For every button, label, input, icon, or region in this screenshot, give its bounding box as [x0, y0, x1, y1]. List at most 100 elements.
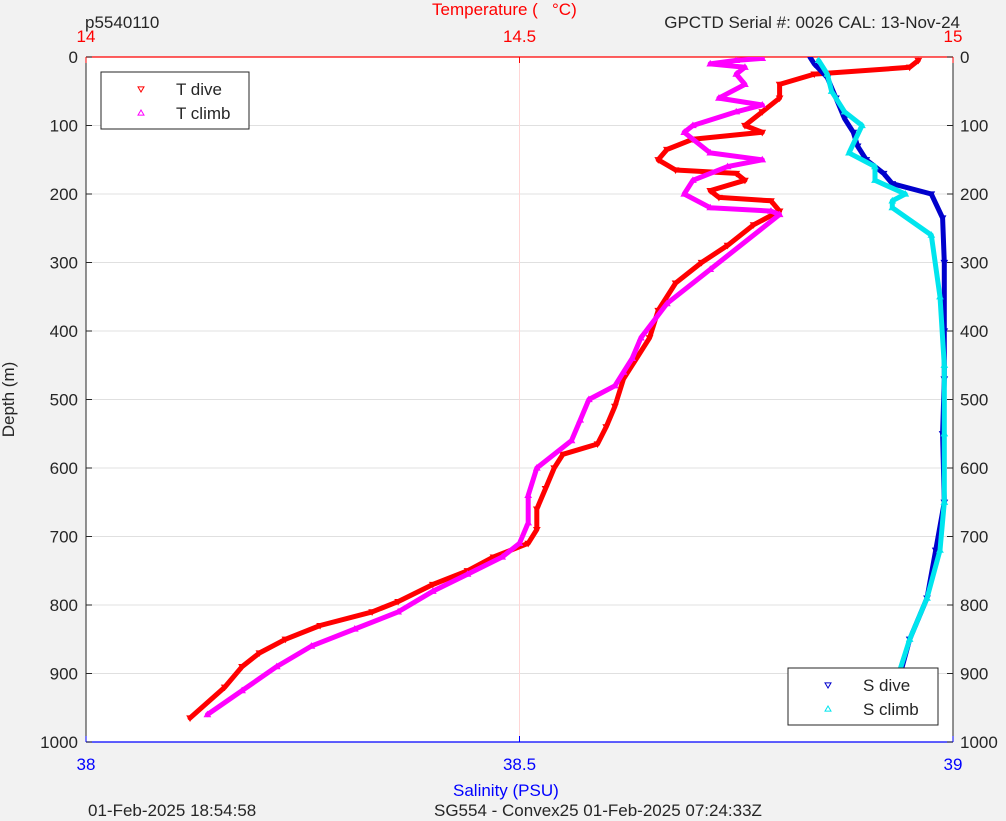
data-point-t-climb	[203, 710, 212, 718]
data-point-t-climb	[524, 518, 533, 526]
data-point-s-dive	[888, 181, 897, 188]
depth-tick-label: 700	[960, 528, 988, 547]
depth-tick-label: 500	[50, 391, 78, 410]
data-point-t-climb	[524, 491, 533, 498]
data-point-t-climb	[350, 624, 359, 632]
data-point-t-climb	[610, 381, 619, 389]
data-point-t-dive	[428, 581, 437, 589]
data-point-t-climb	[758, 155, 767, 163]
data-point-t-climb	[463, 570, 472, 577]
data-layer	[186, 57, 949, 723]
data-point-t-climb	[723, 162, 732, 170]
data-point-t-climb	[706, 203, 715, 211]
depth-tick-label: 0	[960, 48, 969, 67]
data-point-t-dive	[610, 403, 619, 411]
data-point-t-climb	[732, 107, 741, 115]
depth-tick-label: 600	[50, 459, 78, 478]
data-point-t-dive	[767, 198, 775, 205]
data-point-t-climb	[628, 354, 637, 361]
series-trace-t-climb	[204, 57, 783, 718]
data-point-t-climb	[663, 299, 671, 307]
salinity-tick-label: 38	[77, 755, 96, 774]
depth-tick-label: 1000	[960, 733, 998, 752]
data-point-t-dive	[697, 259, 706, 267]
legend-salinity	[787, 667, 939, 726]
data-point-s-climb	[940, 361, 949, 368]
legend-label: T climb	[176, 104, 230, 123]
data-point-t-dive	[220, 684, 229, 692]
depth-tick-label: 900	[960, 665, 988, 684]
data-point-t-dive	[905, 64, 914, 72]
data-point-s-climb	[814, 57, 823, 64]
depth-tick-label: 300	[960, 254, 988, 273]
data-point-t-dive	[810, 71, 819, 79]
serial-cal-label: GPCTD Serial #: 0026 CAL: 13-Nov-24	[664, 13, 960, 32]
data-point-t-dive	[749, 222, 758, 229]
data-point-t-climb	[732, 70, 741, 77]
depth-tick-label: 1000	[40, 733, 78, 752]
legend-marker	[137, 109, 145, 116]
cast-id-label: p5540110	[85, 13, 160, 32]
data-point-s-dive	[840, 116, 849, 123]
data-point-t-dive	[741, 122, 749, 130]
data-point-t-dive	[602, 424, 611, 431]
data-point-t-climb	[741, 80, 749, 87]
legend-marker	[824, 682, 832, 689]
salinity-tick-label: 39	[944, 755, 963, 774]
data-point-t-dive	[316, 622, 324, 630]
depth-tick-label: 400	[960, 322, 988, 341]
data-point-t-dive	[619, 376, 628, 383]
series-trace-s-climb	[816, 57, 947, 721]
timestamp-label: 01-Feb-2025 18:54:58	[88, 801, 257, 820]
data-point-t-dive	[723, 242, 732, 250]
data-point-s-climb	[840, 107, 849, 115]
data-point-t-climb	[680, 190, 689, 197]
data-point-s-climb	[927, 231, 936, 238]
data-point-s-climb	[845, 148, 853, 156]
data-point-t-dive	[368, 609, 376, 616]
data-point-t-climb	[619, 368, 628, 375]
data-point-t-dive	[532, 527, 541, 534]
data-point-t-dive	[281, 636, 290, 644]
data-point-t-dive	[914, 57, 923, 65]
legend-label: T dive	[176, 80, 222, 99]
data-point-s-dive	[938, 215, 947, 222]
data-point-t-dive	[593, 441, 602, 449]
data-point-t-dive	[558, 451, 567, 459]
data-point-t-dive	[758, 109, 767, 116]
depth-tick-label: 200	[960, 185, 988, 204]
data-point-t-climb	[576, 416, 585, 423]
data-point-t-dive	[524, 540, 533, 548]
data-point-s-climb	[940, 498, 949, 505]
data-point-t-climb	[680, 128, 689, 135]
data-point-t-dive	[715, 194, 723, 202]
data-point-t-dive	[775, 95, 784, 103]
data-point-s-climb	[871, 176, 879, 183]
data-point-t-climb	[706, 148, 715, 156]
data-point-t-climb	[567, 436, 576, 444]
data-point-t-climb	[775, 210, 784, 218]
data-point-t-climb	[428, 587, 437, 594]
data-point-t-climb	[498, 553, 507, 560]
data-point-t-dive	[706, 187, 715, 195]
data-point-t-dive	[532, 506, 541, 514]
data-point-t-climb	[715, 94, 723, 101]
data-point-s-climb	[827, 87, 836, 94]
data-point-t-dive	[186, 715, 194, 723]
data-point-s-dive	[849, 129, 858, 137]
data-point-s-climb	[823, 70, 832, 77]
data-point-t-dive	[489, 554, 498, 562]
data-point-t-dive	[732, 170, 741, 178]
depth-axis-title: Depth (m)	[0, 362, 18, 438]
data-point-t-dive	[663, 146, 671, 154]
data-point-t-climb	[238, 686, 246, 694]
legend-label: S climb	[863, 700, 919, 719]
data-point-s-climb	[923, 594, 931, 601]
legend-marker	[824, 705, 832, 712]
depth-tick-label: 100	[50, 117, 78, 136]
data-point-t-dive	[394, 598, 402, 606]
temperature-tick-label: 14.5	[503, 27, 536, 46]
data-point-t-dive	[671, 280, 680, 288]
